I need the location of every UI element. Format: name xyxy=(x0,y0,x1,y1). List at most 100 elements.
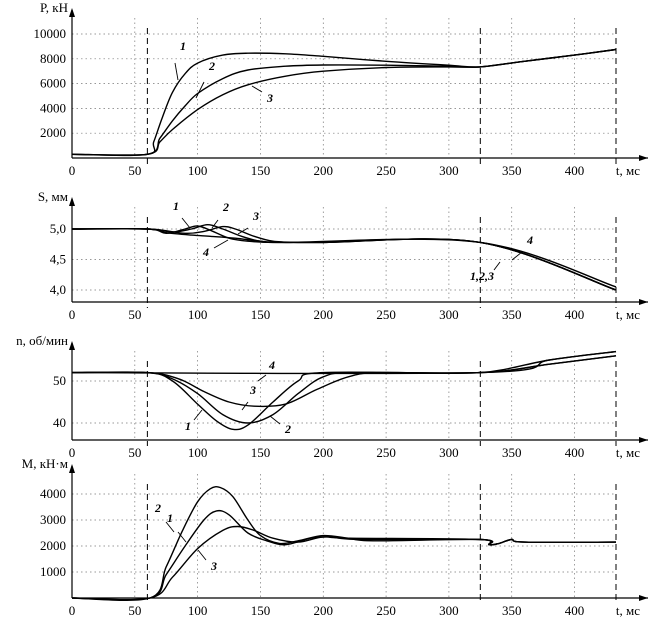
y-axis-arrow xyxy=(69,341,75,350)
x-tick-label: 300 xyxy=(439,307,459,322)
curve-label: 1 xyxy=(173,199,179,213)
x-tick-label: 50 xyxy=(128,163,141,178)
series-line-3 xyxy=(71,350,617,408)
x-tick-label: 300 xyxy=(439,163,459,178)
x-tick-label: 0 xyxy=(69,163,76,178)
chart-panel-2: 0 50 100 150 200 250 300 350 400 4,0 4,5 5,0 S, мм t,… xyxy=(38,189,648,322)
chart-panel-4: 0 50 100 150 200 250 300 350 400 1000 2000 3000 4000… xyxy=(22,456,648,618)
x-axis-label: t, мс xyxy=(616,445,640,460)
x-axis-arrow xyxy=(639,155,648,161)
y-tick-label: 6000 xyxy=(40,76,66,91)
x-tick-label: 0 xyxy=(69,603,76,618)
y-tick-label: 4000 xyxy=(40,100,66,115)
x-tick-label: 400 xyxy=(565,307,585,322)
y-axis-label: n, об/мин xyxy=(16,333,68,348)
x-axis-arrow xyxy=(639,299,648,305)
curve-label: 1 xyxy=(167,511,173,525)
series-line-2 xyxy=(71,509,617,601)
x-tick-label: 350 xyxy=(502,445,522,460)
x-tick-label: 350 xyxy=(502,307,522,322)
leader-line xyxy=(177,531,187,543)
y-axis-label: P, кН xyxy=(40,0,68,15)
y-tick-label: 40 xyxy=(53,415,66,430)
y-tick-label: 1000 xyxy=(40,564,66,579)
chart-panel-3: 0 50 100 150 200 250 300 350 400 40 50 n, об/мин t, … xyxy=(16,333,648,460)
x-tick-label: 200 xyxy=(314,445,334,460)
leader-line xyxy=(211,219,219,229)
x-tick-label: 250 xyxy=(376,445,396,460)
x-tick-label: 100 xyxy=(188,445,208,460)
curve-label: 4 xyxy=(202,245,209,259)
curve-label: 1 xyxy=(180,39,186,53)
x-tick-label: 50 xyxy=(128,445,141,460)
x-axis-label: t, мс xyxy=(616,603,640,618)
leader-line xyxy=(251,85,263,93)
x-tick-label: 150 xyxy=(251,603,271,618)
leader-line xyxy=(511,251,523,261)
x-tick-label: 350 xyxy=(502,603,522,618)
leader-line xyxy=(213,239,229,249)
y-tick-label: 4,5 xyxy=(50,252,66,267)
leader-line xyxy=(493,261,501,271)
y-axis-arrow xyxy=(69,464,75,473)
x-tick-label: 100 xyxy=(188,603,208,618)
leader-line xyxy=(193,409,203,421)
series-line-3 xyxy=(71,48,617,156)
curve-label: 3 xyxy=(252,209,259,223)
x-axis-label: t, мс xyxy=(616,163,640,178)
x-tick-label: 400 xyxy=(565,163,585,178)
leader-line xyxy=(257,374,267,382)
y-tick-label: 4000 xyxy=(40,486,66,501)
x-tick-label: 250 xyxy=(376,603,396,618)
leader-line xyxy=(174,62,179,81)
curve-label: 2 xyxy=(208,59,215,73)
curve-label: 2 xyxy=(154,501,161,515)
series-line-3 xyxy=(71,525,617,601)
y-axis-arrow xyxy=(69,8,75,17)
x-axis-arrow xyxy=(639,437,648,443)
x-tick-label: 150 xyxy=(251,445,271,460)
x-tick-label: 400 xyxy=(565,603,585,618)
y-axis-arrow xyxy=(69,197,75,206)
series-line-2 xyxy=(71,48,617,157)
leader-line xyxy=(197,549,207,561)
leader-line xyxy=(181,217,191,229)
curve-label: 1 xyxy=(185,419,191,433)
x-tick-label: 50 xyxy=(128,307,141,322)
x-tick-label: 200 xyxy=(314,163,334,178)
leader-line xyxy=(241,401,249,411)
series-line-2 xyxy=(71,355,617,424)
x-tick-label: 100 xyxy=(188,307,208,322)
x-tick-label: 150 xyxy=(251,163,271,178)
curve-label: 1,2,3 xyxy=(470,269,494,283)
y-tick-label: 5,0 xyxy=(50,221,66,236)
x-tick-label: 0 xyxy=(69,445,76,460)
y-axis-label: S, мм xyxy=(38,189,68,204)
curve-label: 3 xyxy=(249,383,256,397)
x-tick-label: 200 xyxy=(314,307,334,322)
curve-label: 3 xyxy=(266,91,273,105)
y-tick-label: 10000 xyxy=(34,26,67,41)
y-axis-label: M, кН·м xyxy=(22,456,68,471)
leader-line xyxy=(269,415,281,425)
curve-label: 2 xyxy=(284,422,291,436)
y-tick-label: 50 xyxy=(53,373,66,388)
y-tick-label: 4,0 xyxy=(50,282,66,297)
leader-line xyxy=(165,521,175,533)
curve-label: 3 xyxy=(210,559,217,573)
series-line-4 xyxy=(71,228,617,288)
x-tick-label: 250 xyxy=(376,307,396,322)
series-line-1 xyxy=(71,486,617,602)
x-tick-label: 300 xyxy=(439,445,459,460)
y-tick-label: 2000 xyxy=(40,538,66,553)
x-tick-label: 200 xyxy=(314,603,334,618)
x-tick-label: 100 xyxy=(188,163,208,178)
curve-label: 4 xyxy=(526,233,533,247)
series-line-3 xyxy=(71,225,617,291)
series-line-4 xyxy=(71,350,617,375)
x-axis-label: t, мс xyxy=(616,307,640,322)
curve-label: 4 xyxy=(268,358,275,372)
leader-line xyxy=(237,227,249,235)
x-tick-label: 350 xyxy=(502,163,522,178)
x-tick-label: 50 xyxy=(128,603,141,618)
